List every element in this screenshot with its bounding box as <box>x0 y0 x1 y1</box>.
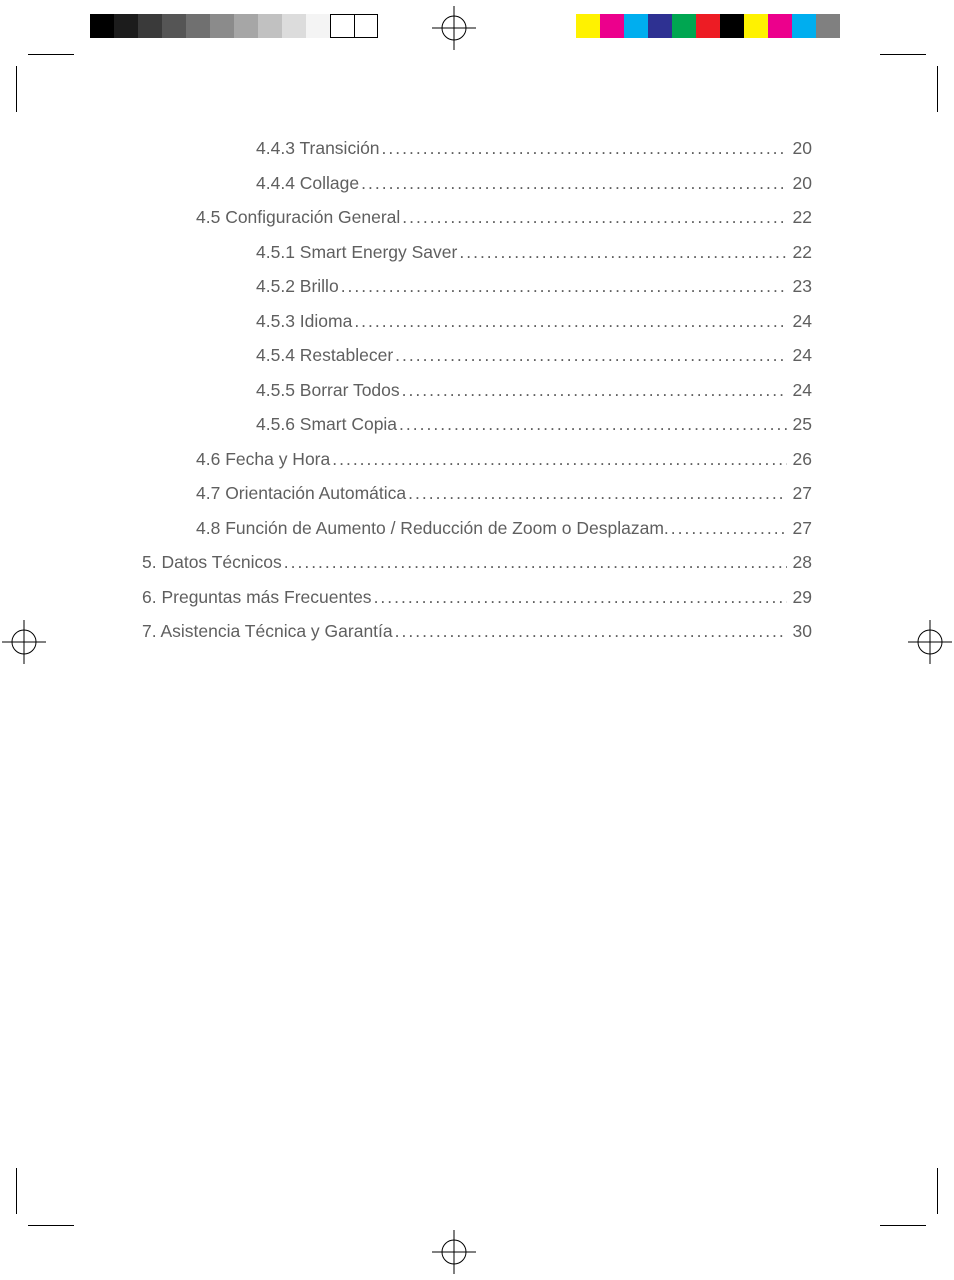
toc-page-number: 27 <box>787 485 812 503</box>
color-swatch <box>648 14 672 38</box>
toc-label: 4.4.4 Collage <box>256 175 361 193</box>
toc-label: 6. Preguntas más Frecuentes <box>142 589 374 607</box>
toc-label: 4.5.6 Smart Copia <box>256 416 399 434</box>
toc-row: 4.7 Orientación Automática 27 <box>142 485 812 503</box>
toc-page-number: 28 <box>787 554 812 572</box>
registration-mark-left <box>2 620 46 664</box>
toc-page-number: 22 <box>787 209 812 227</box>
toc-container: 4.4.3 Transición 20 4.4.4 Collage 20 4.5 Con… <box>142 140 812 658</box>
toc-row: 6. Preguntas más Frecuentes 29 <box>142 589 812 607</box>
toc-leader-dots <box>459 244 786 262</box>
toc-leader-dots <box>395 347 786 365</box>
toc-label: 5. Datos Técnicos <box>142 554 284 572</box>
color-swatch <box>90 14 114 38</box>
toc-row: 4.4.3 Transición 20 <box>142 140 812 158</box>
color-swatch <box>720 14 744 38</box>
toc-row: 7. Asistencia Técnica y Garantía 30 <box>142 623 812 641</box>
color-swatch <box>162 14 186 38</box>
toc-label: 4.5.3 Idioma <box>256 313 354 331</box>
toc-page-number: 26 <box>787 451 812 469</box>
color-swatch <box>354 14 378 38</box>
toc-page-number: 20 <box>787 175 812 193</box>
toc-leader-dots <box>408 485 786 503</box>
color-swatch <box>234 14 258 38</box>
toc-page-number: 23 <box>787 278 812 296</box>
toc-label: 4.8 Función de Aumento / Reducción de Zo… <box>196 520 671 538</box>
toc-label: 4.5.5 Borrar Todos <box>256 382 402 400</box>
toc-page-number: 25 <box>787 416 812 434</box>
toc-leader-dots <box>399 416 786 434</box>
color-swatch <box>696 14 720 38</box>
toc-row: 5. Datos Técnicos 28 <box>142 554 812 572</box>
toc-leader-dots <box>332 451 786 469</box>
color-swatch <box>138 14 162 38</box>
color-swatch <box>210 14 234 38</box>
color-swatch <box>306 14 330 38</box>
registration-mark-bottom <box>432 1230 476 1274</box>
toc-label: 7. Asistencia Técnica y Garantía <box>142 623 395 641</box>
registration-mark-top <box>432 6 476 50</box>
toc-page-number: 22 <box>787 244 812 262</box>
color-swatch <box>792 14 816 38</box>
color-swatch <box>624 14 648 38</box>
color-swatch <box>186 14 210 38</box>
crop-mark-bottom-right <box>880 1168 938 1226</box>
toc-leader-dots <box>284 554 787 572</box>
toc-leader-dots <box>374 589 787 607</box>
color-bar-grayscale <box>90 14 378 38</box>
color-swatch <box>114 14 138 38</box>
toc-label: 4.5 Configuración General <box>196 209 402 227</box>
toc-page-number: 29 <box>787 589 812 607</box>
toc-page-number: 20 <box>787 140 812 158</box>
toc-row: 4.5.3 Idioma 24 <box>142 313 812 331</box>
toc-leader-dots <box>341 278 787 296</box>
toc-label: 4.4.3 Transición <box>256 140 382 158</box>
toc-leader-dots <box>402 209 786 227</box>
color-swatch <box>600 14 624 38</box>
crop-mark-top-right <box>880 54 938 112</box>
toc-row: 4.6 Fecha y Hora 26 <box>142 451 812 469</box>
toc-page-number: 24 <box>787 347 812 365</box>
toc-row: 4.5.1 Smart Energy Saver 22 <box>142 244 812 262</box>
toc-row: 4.8 Función de Aumento / Reducción de Zo… <box>142 520 812 538</box>
color-bar-cmyk <box>576 14 864 38</box>
toc-row: 4.5.5 Borrar Todos 24 <box>142 382 812 400</box>
toc-page-number: 24 <box>787 382 812 400</box>
registration-mark-right <box>908 620 952 664</box>
toc-page-number: 30 <box>787 623 812 641</box>
toc-label: 4.5.2 Brillo <box>256 278 341 296</box>
crop-mark-top-left <box>16 54 74 112</box>
toc-leader-dots <box>382 140 787 158</box>
toc-row: 4.5 Configuración General 22 <box>142 209 812 227</box>
color-swatch <box>744 14 768 38</box>
toc-leader-dots <box>671 520 787 538</box>
color-swatch <box>816 14 840 38</box>
toc-leader-dots <box>361 175 786 193</box>
toc-leader-dots <box>354 313 786 331</box>
color-swatch <box>840 14 864 38</box>
toc-label: 4.6 Fecha y Hora <box>196 451 332 469</box>
toc-page-number: 24 <box>787 313 812 331</box>
color-swatch <box>576 14 600 38</box>
crop-mark-bottom-left <box>16 1168 74 1226</box>
toc-leader-dots <box>402 382 787 400</box>
color-swatch <box>258 14 282 38</box>
toc-row: 4.5.6 Smart Copia 25 <box>142 416 812 434</box>
color-swatch <box>768 14 792 38</box>
toc-row: 4.5.2 Brillo 23 <box>142 278 812 296</box>
toc-label: 4.7 Orientación Automática <box>196 485 408 503</box>
toc-page-number: 27 <box>787 520 812 538</box>
toc-row: 4.5.4 Restablecer 24 <box>142 347 812 365</box>
toc-label: 4.5.1 Smart Energy Saver <box>256 244 459 262</box>
toc-leader-dots <box>395 623 787 641</box>
toc-row: 4.4.4 Collage 20 <box>142 175 812 193</box>
color-swatch <box>672 14 696 38</box>
color-swatch <box>282 14 306 38</box>
color-swatch <box>330 14 354 38</box>
toc-label: 4.5.4 Restablecer <box>256 347 395 365</box>
